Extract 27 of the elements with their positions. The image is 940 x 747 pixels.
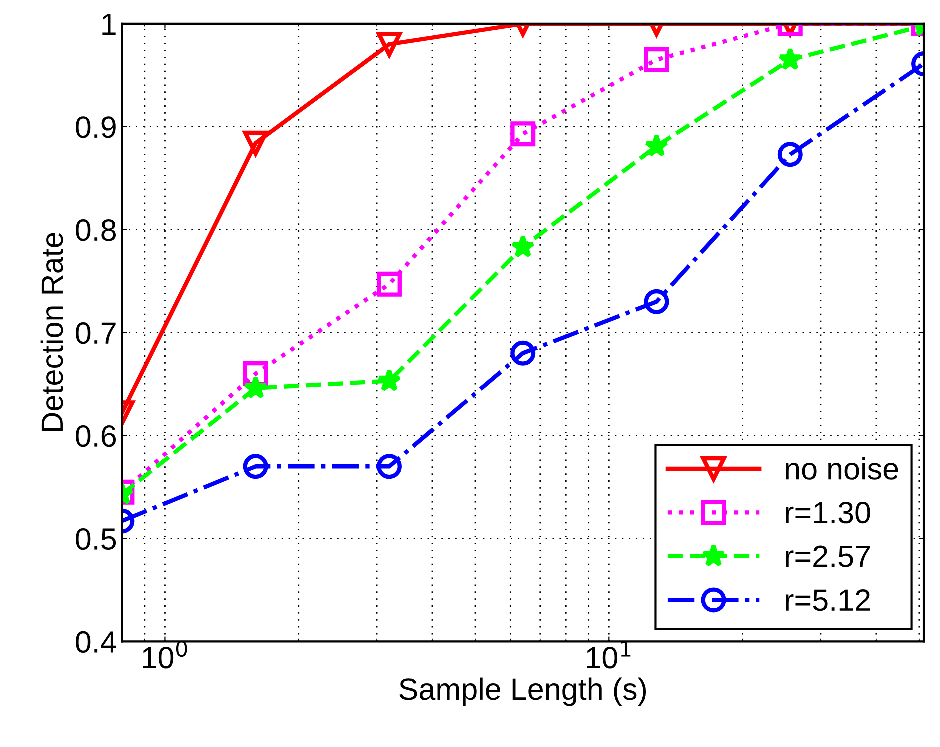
point [510, 122, 536, 147]
y-axis-title: Detection Rate [40, 233, 64, 432]
y-tick-label: 0.5 [76, 528, 116, 550]
point [644, 289, 670, 314]
point [244, 376, 268, 399]
point [377, 368, 402, 392]
y-tick-label: 0.4 [76, 631, 116, 654]
point [511, 234, 536, 258]
legend-label: no noise [786, 457, 898, 480]
x-axis-title: Sample Length (s) [400, 678, 646, 706]
y-tick-label: 1 [102, 14, 116, 35]
point [243, 361, 268, 386]
y-tick-label: 0.6 [76, 425, 116, 448]
point [510, 340, 536, 366]
y-tick-label: 0.7 [76, 322, 116, 344]
point [243, 454, 268, 480]
point [778, 142, 803, 168]
point [778, 47, 802, 70]
point [376, 272, 402, 297]
legend-label: r=1.30 [786, 502, 870, 524]
legend-label: r=5.12 [786, 590, 870, 612]
point [644, 47, 670, 72]
legend-label: r=2.57 [786, 546, 870, 568]
point [376, 454, 402, 480]
point [644, 134, 669, 157]
y-tick-label: 0.8 [76, 220, 116, 242]
y-tick-label: 0.9 [76, 116, 116, 138]
